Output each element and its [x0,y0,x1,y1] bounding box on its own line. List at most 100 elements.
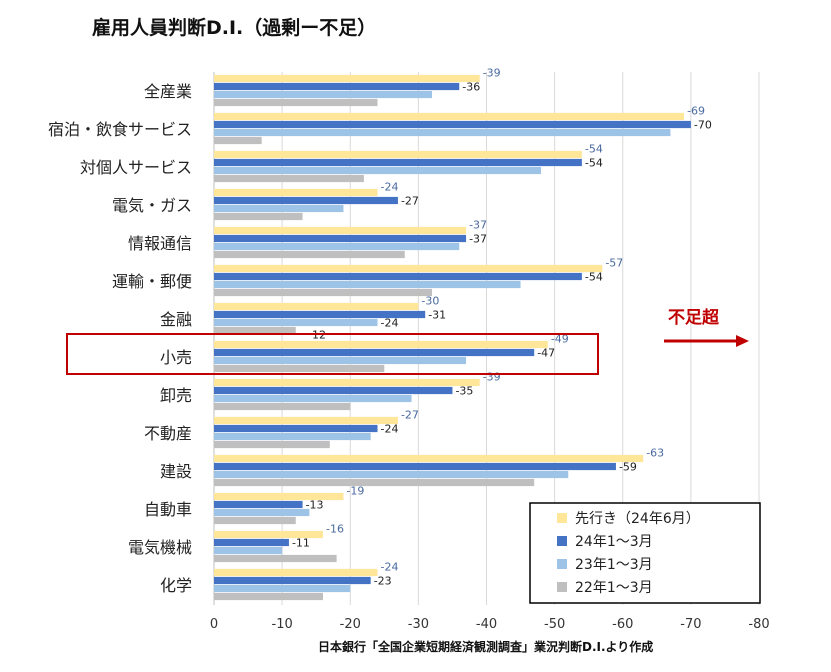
category-labels: 全産業宿泊・飲食サービス対個人サービス電気・ガス情報通信運輸・郵便金融小売卸売不… [48,82,192,595]
category-label: 電気・ガス [112,196,192,215]
category-label: 不動産 [144,424,192,443]
bar [214,310,426,319]
category-label: 卸売 [160,386,192,405]
bar [214,576,371,585]
bar [214,166,541,175]
bar [214,500,303,509]
x-tick-label: -40 [476,617,497,632]
source-note: 日本銀行「全国企業短期経済観測調査」業況判断D.I.より作成 [318,639,653,654]
bar [214,470,569,479]
category-label: 化学 [160,576,192,595]
data-label: -49 [551,333,569,346]
data-label: -63 [646,447,664,460]
arrow-right-icon [664,335,749,347]
legend-swatch [557,513,567,523]
data-label: -59 [619,461,637,474]
x-tick-label: -10 [272,617,293,632]
data-label: -24 [381,317,399,330]
data-labels: -39-36-69-70-54-54-24-27-37-37-57-54-30-… [292,67,712,588]
data-label: -69 [687,105,705,118]
bar [214,318,378,327]
legend-swatch [557,536,567,546]
x-tick-label: -70 [680,617,701,632]
data-label: -70 [694,119,712,132]
data-label: -37 [469,233,487,246]
bar [214,326,296,335]
legend-swatch [557,559,567,569]
category-label: 金融 [160,310,192,329]
data-label: -37 [469,219,487,232]
bar [214,554,337,563]
category-label: 自動車 [144,500,192,519]
x-tick-label: -80 [748,617,769,632]
bar [214,74,480,83]
legend-label: 22年1～3月 [575,580,653,596]
data-label: -31 [428,309,446,322]
category-label: 電気機械 [128,538,192,557]
bar [214,424,378,433]
bar [214,530,323,539]
bar [214,120,691,129]
bar [214,440,330,449]
data-label: -19 [346,485,364,498]
x-tick-label: -50 [544,617,565,632]
data-label: -24 [381,181,399,194]
legend-label: 24年1～3月 [575,534,653,550]
category-label: 小売 [160,348,192,367]
bar [214,462,616,471]
data-label: -54 [585,157,603,170]
bar [214,212,303,221]
category-label: 運輸・郵便 [112,272,192,291]
x-tick-label: -30 [408,617,429,632]
x-tick-label: -20 [340,617,361,632]
bar [214,288,432,297]
data-label: -13 [306,499,324,512]
bar [214,492,344,501]
bar [214,568,378,577]
bar [214,234,467,243]
bar [214,432,371,441]
data-label: -16 [326,523,344,536]
data-label: -47 [537,347,555,360]
bar [214,226,467,235]
annotation-text: 不足超 [668,307,720,328]
category-label: 全産業 [144,82,192,101]
bar [214,356,467,365]
bar [214,90,432,99]
bar [214,136,262,145]
data-label: -57 [605,257,623,270]
legend-label: 先行き（24年6月） [575,511,700,527]
data-label: -23 [374,575,392,588]
legend-swatch [557,582,567,592]
bar [214,516,296,525]
data-label: -11 [292,537,310,550]
data-label: -54 [585,271,603,284]
bar [214,188,378,197]
bar [214,584,351,593]
x-tick-labels: 0 -10 -20 -30 -40 -50 -60 -70 -80 [210,617,770,632]
category-label: 対個人サービス [80,158,192,177]
bar [214,128,671,137]
bar [214,340,548,349]
bar [214,508,310,517]
x-tick-label: -60 [612,617,633,632]
data-label: -24 [381,423,399,436]
bar [214,272,582,281]
bar [214,592,323,601]
x-tick-label: 0 [210,617,218,632]
data-label: -39 [483,371,501,384]
data-label: -36 [462,81,480,94]
bar [214,348,535,357]
bar [214,174,364,183]
bar [214,158,582,167]
bar [214,242,460,251]
bar [214,416,398,425]
bar [214,280,521,289]
data-label: -27 [401,409,419,422]
category-label: 情報通信 [128,234,192,253]
data-label: -39 [483,67,501,80]
bar [214,264,603,273]
bar [214,204,344,213]
bar [214,250,405,259]
